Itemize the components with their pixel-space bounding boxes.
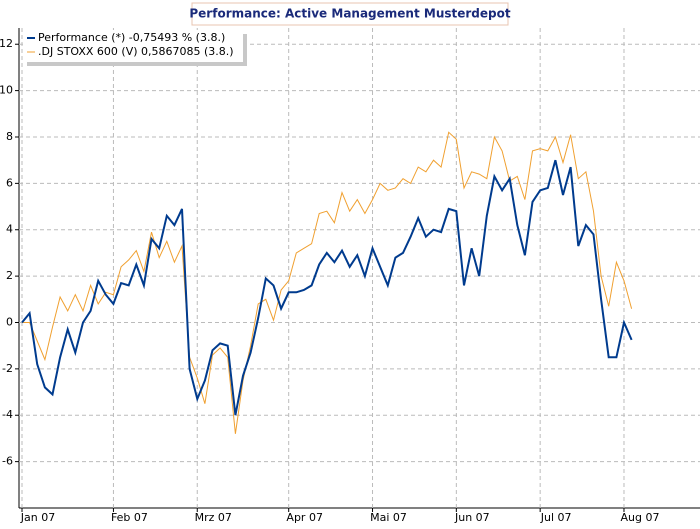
x-tick-label: Jul 07	[540, 511, 572, 524]
y-tick-label: 10	[0, 84, 13, 97]
legend-label: .DJ STOXX 600 (V) 0,5867085 (3.8.)	[38, 45, 234, 58]
x-tick-label: Apr 07	[286, 511, 323, 524]
y-tick-label: -6	[2, 455, 13, 468]
legend-box	[23, 30, 243, 62]
x-tick-label: Mrz 07	[195, 511, 232, 524]
y-tick-label: 4	[6, 223, 13, 236]
chart-title: Performance: Active Management Musterdep…	[189, 7, 510, 21]
y-tick-label: 2	[6, 269, 13, 282]
y-tick-label: 6	[6, 176, 13, 189]
y-tick-label: -2	[2, 362, 13, 375]
legend-label: Performance (*) -0,75493 % (3.8.)	[38, 31, 225, 44]
series-line	[21, 159, 633, 416]
x-tick-label: Jan 07	[20, 511, 55, 524]
x-tick-label: Mai 07	[370, 511, 407, 524]
x-tick-label: Aug 07	[620, 511, 659, 524]
y-tick-label: -4	[2, 408, 13, 421]
y-tick-label: 12	[0, 37, 13, 50]
x-tick-label: Jun 07	[454, 511, 490, 524]
y-tick-label: 0	[6, 315, 13, 328]
y-tick-label: 8	[6, 130, 13, 143]
title-box	[191, 2, 509, 26]
x-tick-label: Feb 07	[111, 511, 148, 524]
series-line	[22, 131, 633, 434]
